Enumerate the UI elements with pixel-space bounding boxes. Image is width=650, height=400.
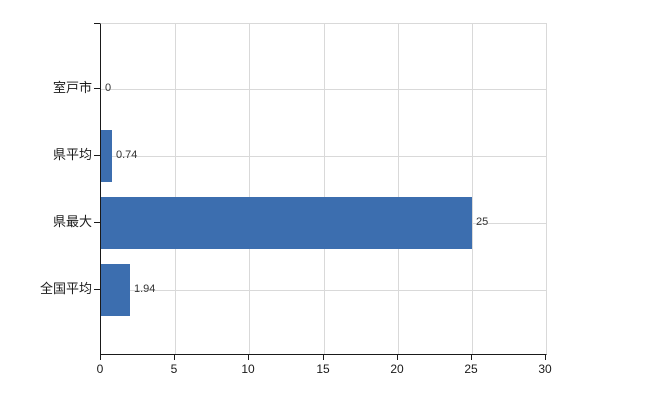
axis-tick — [323, 354, 324, 360]
value-label: 0.74 — [116, 149, 138, 161]
plot-area: 0 0.74 25 1.94 — [100, 23, 547, 355]
vertical-gridline — [324, 24, 325, 354]
axis-tick — [94, 23, 100, 24]
vertical-gridline — [175, 24, 176, 354]
axis-tick — [100, 354, 101, 360]
category-label: 室戸市 — [52, 80, 92, 95]
axis-tick — [174, 354, 175, 360]
axis-tick — [94, 88, 100, 89]
axis-tick — [545, 354, 546, 360]
x-tick-label: 10 — [241, 362, 255, 376]
value-label: 1.94 — [134, 283, 156, 295]
axis-tick — [94, 289, 100, 290]
value-label: 25 — [476, 216, 489, 228]
category-label: 県平均 — [52, 147, 92, 162]
vertical-gridline — [249, 24, 250, 354]
category-label: 全国平均 — [39, 281, 92, 296]
axis-tick — [248, 354, 249, 360]
bar-県平均 — [101, 130, 112, 182]
x-tick-label: 20 — [390, 362, 404, 376]
bar-県最大 — [101, 197, 472, 249]
axis-tick — [397, 354, 398, 360]
category-label: 県最大 — [52, 214, 92, 229]
x-tick-label: 5 — [170, 362, 178, 376]
value-label: 0 — [105, 82, 112, 94]
horizontal-gridline — [101, 89, 546, 90]
axis-tick — [94, 155, 100, 156]
vertical-gridline — [472, 24, 473, 354]
x-tick-label: 25 — [464, 362, 478, 376]
vertical-gridline — [398, 24, 399, 354]
x-tick-label: 15 — [316, 362, 330, 376]
axis-tick — [94, 222, 100, 223]
horizontal-gridline — [101, 290, 546, 291]
horizontal-gridline — [101, 156, 546, 157]
vertical-gridline — [546, 24, 547, 354]
x-tick-label: 30 — [538, 362, 552, 376]
axis-tick — [471, 354, 472, 360]
bar-全国平均 — [101, 264, 130, 316]
x-tick-label: 0 — [96, 362, 104, 376]
